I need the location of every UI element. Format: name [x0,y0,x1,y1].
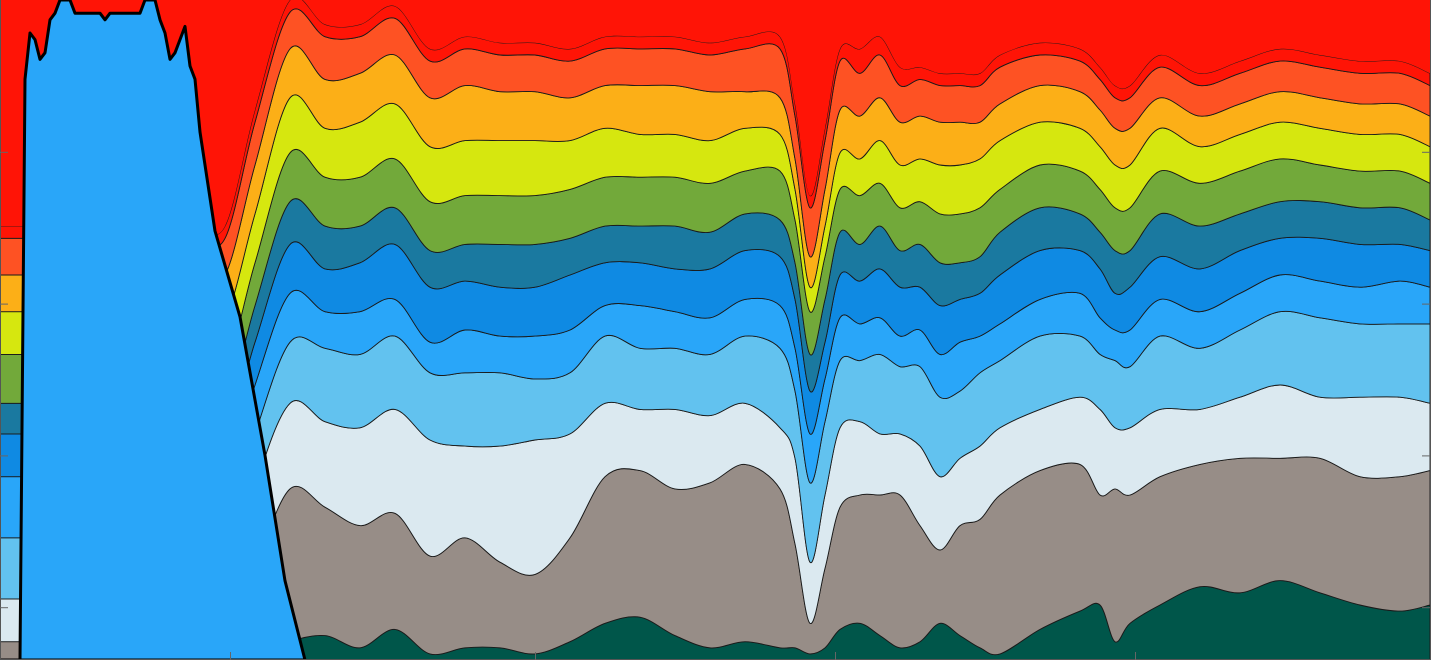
overlay-area [0,0,307,660]
overlay-area-path [0,0,307,660]
axis-ticks [0,151,1430,660]
